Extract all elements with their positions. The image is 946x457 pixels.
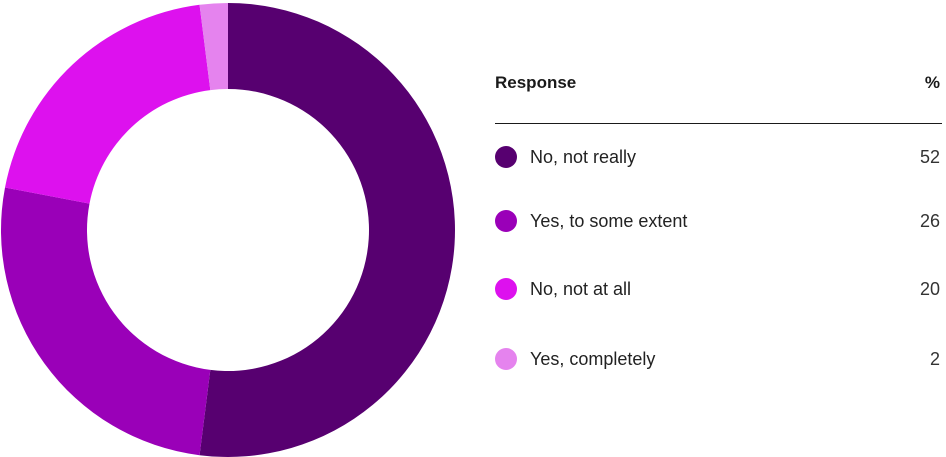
legend-table: Response % No, not really 52 Yes, to som…: [495, 70, 942, 370]
legend-row-yes-to-some-extent: Yes, to some extent 26: [495, 208, 942, 234]
legend-value-no-not-at-all: 20: [919, 279, 940, 299]
legend-header: Response %: [495, 70, 942, 96]
legend-label-no-not-really: No, not really: [530, 147, 637, 167]
legend-value-yes-completely: 2: [929, 349, 940, 369]
legend-swatch-yes-to-some-extent: [495, 210, 517, 232]
legend-header-response: Response: [495, 73, 577, 92]
legend-value-no-not-really: 52: [919, 147, 940, 167]
donut-slice-yes-completely: [199, 3, 228, 91]
donut-chart: [1, 3, 456, 457]
legend-divider: [495, 123, 942, 124]
donut-slice-no-not-really: [199, 3, 456, 457]
legend-swatch-no-not-at-all: [495, 278, 517, 300]
donut-slice-yes-to-some-extent: [1, 187, 211, 456]
legend-label-yes-completely: Yes, completely: [530, 349, 656, 369]
legend-swatch-yes-completely: [495, 348, 517, 370]
donut-slice-no-not-at-all: [5, 4, 211, 204]
legend-label-no-not-at-all: No, not at all: [530, 279, 632, 299]
legend-label-yes-to-some-extent: Yes, to some extent: [530, 211, 688, 231]
legend-header-percent: %: [924, 73, 940, 92]
legend-value-yes-to-some-extent: 26: [919, 211, 940, 231]
legend-row-no-not-really: No, not really 52: [495, 144, 942, 170]
legend-row-yes-completely: Yes, completely 2: [495, 346, 942, 372]
legend-swatch-no-not-really: [495, 146, 517, 168]
legend-row-no-not-at-all: No, not at all 20: [495, 276, 942, 302]
